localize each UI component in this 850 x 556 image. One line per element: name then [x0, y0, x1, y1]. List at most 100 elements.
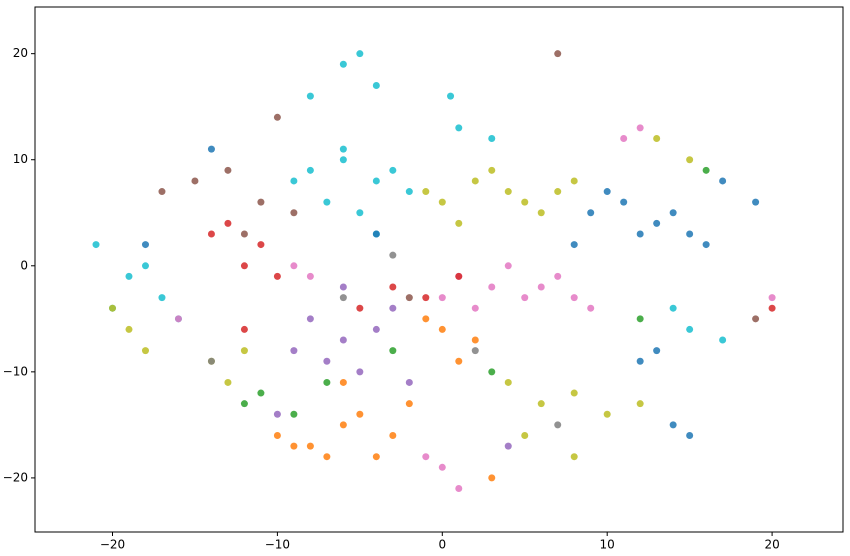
point — [224, 166, 232, 174]
point — [636, 315, 644, 323]
y-tick-label: 0 — [20, 258, 28, 272]
point — [290, 177, 298, 185]
point — [207, 357, 215, 365]
points — [92, 50, 776, 493]
x-tick-label: −10 — [265, 538, 290, 552]
point — [92, 241, 100, 249]
point — [719, 336, 727, 344]
point — [422, 453, 430, 461]
point — [306, 442, 314, 450]
point — [158, 188, 166, 196]
point — [686, 431, 694, 439]
point — [504, 188, 512, 196]
point — [504, 262, 512, 270]
x-tick-label: 10 — [600, 538, 615, 552]
point — [620, 135, 628, 143]
point — [653, 135, 661, 143]
point — [686, 156, 694, 164]
point — [455, 124, 463, 132]
point — [306, 272, 314, 280]
point — [339, 145, 347, 153]
point — [488, 135, 496, 143]
point — [290, 262, 298, 270]
point — [290, 347, 298, 355]
point — [109, 304, 117, 312]
x-tick-label: −20 — [100, 538, 125, 552]
point — [537, 400, 545, 408]
point — [389, 431, 397, 439]
point — [372, 453, 380, 461]
point — [488, 474, 496, 482]
point — [636, 400, 644, 408]
point — [372, 230, 380, 238]
point — [306, 315, 314, 323]
point — [339, 60, 347, 68]
point — [389, 251, 397, 259]
point — [158, 294, 166, 302]
point — [653, 219, 661, 227]
point — [752, 198, 760, 206]
point — [339, 156, 347, 164]
point — [207, 230, 215, 238]
point — [141, 262, 149, 270]
point — [521, 294, 529, 302]
point — [438, 325, 446, 333]
point — [603, 188, 611, 196]
point — [356, 50, 364, 58]
point — [488, 368, 496, 376]
point — [389, 304, 397, 312]
point — [521, 431, 529, 439]
point — [405, 400, 413, 408]
point — [422, 294, 430, 302]
point — [554, 421, 562, 429]
point — [323, 357, 331, 365]
point — [306, 166, 314, 174]
point — [257, 389, 265, 397]
point — [554, 188, 562, 196]
point — [438, 463, 446, 471]
point — [323, 198, 331, 206]
point — [455, 219, 463, 227]
point — [521, 198, 529, 206]
point — [356, 368, 364, 376]
point — [290, 442, 298, 450]
point — [141, 241, 149, 249]
point — [570, 453, 578, 461]
point — [240, 230, 248, 238]
point — [339, 336, 347, 344]
point — [438, 198, 446, 206]
point — [636, 357, 644, 365]
point — [570, 241, 578, 249]
plot-area — [35, 7, 843, 532]
point — [702, 241, 710, 249]
point — [686, 230, 694, 238]
point — [422, 315, 430, 323]
point — [504, 378, 512, 386]
point — [686, 325, 694, 333]
point — [240, 400, 248, 408]
point — [389, 347, 397, 355]
point — [356, 209, 364, 217]
point — [620, 198, 628, 206]
y-tick-label: 10 — [13, 152, 28, 166]
point — [587, 304, 595, 312]
point — [669, 421, 677, 429]
point — [339, 294, 347, 302]
point — [191, 177, 199, 185]
point — [603, 410, 611, 418]
point — [702, 166, 710, 174]
point — [141, 347, 149, 355]
point — [339, 283, 347, 291]
point — [125, 325, 133, 333]
point — [224, 219, 232, 227]
point — [273, 113, 281, 121]
y-tick-label: −10 — [3, 364, 28, 378]
point — [290, 209, 298, 217]
point — [273, 410, 281, 418]
point — [257, 241, 265, 249]
point — [389, 166, 397, 174]
point — [768, 304, 776, 312]
point — [488, 283, 496, 291]
